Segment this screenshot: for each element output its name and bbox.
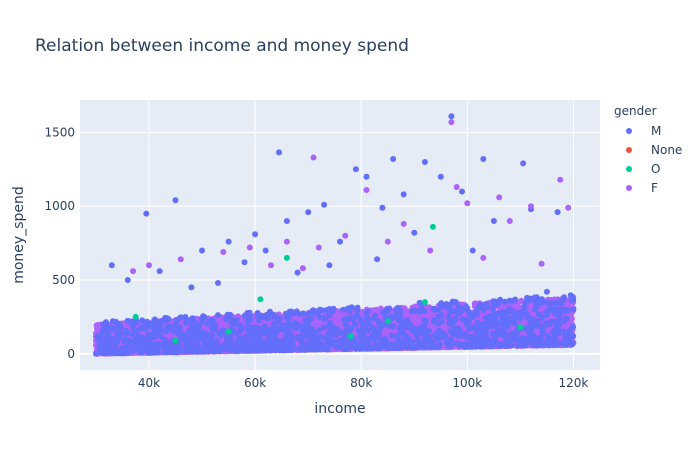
- scatter-points: [92, 113, 577, 357]
- chart-title: Relation between income and money spend: [35, 36, 409, 56]
